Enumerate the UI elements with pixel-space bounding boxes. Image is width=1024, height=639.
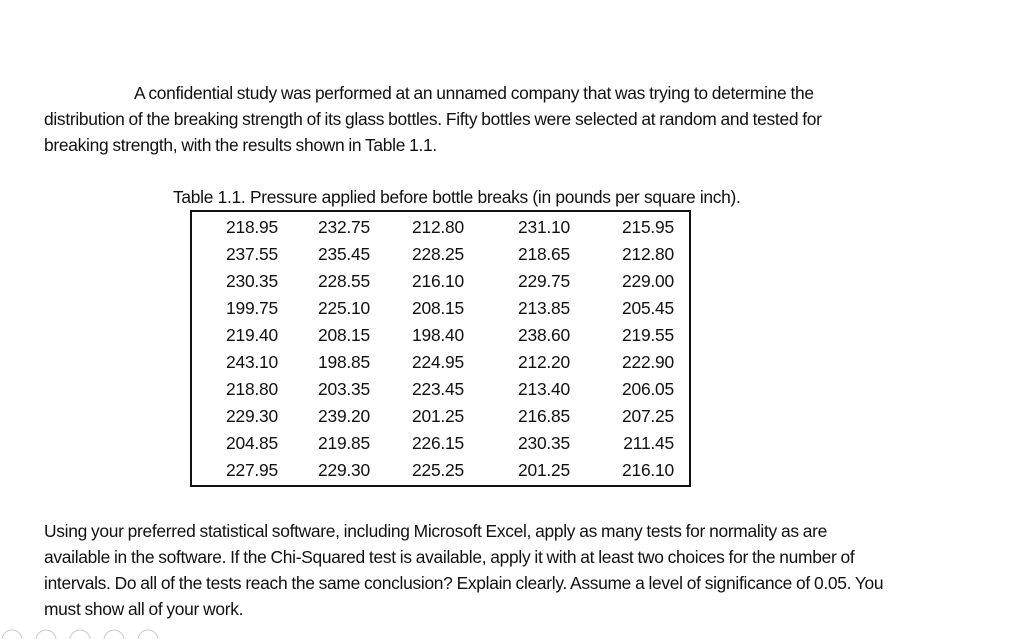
table-cell: 198.85 (318, 352, 370, 372)
table-cell: 226.15 (412, 433, 464, 453)
table-cell: 211.45 (623, 433, 674, 453)
table-cell: 218.95 (226, 217, 278, 237)
table-cell: 228.55 (318, 271, 370, 291)
table-row: 237.55 235.45 228.25 218.65 212.80 (192, 241, 689, 268)
table-cell: 237.55 (226, 244, 278, 264)
table-row: 218.80 203.35 223.45 213.40 206.05 (192, 376, 689, 403)
bottom-edge-decoration (1, 629, 159, 639)
table-cell: 231.10 (518, 217, 570, 237)
table-row: 199.75 225.10 208.15 213.85 205.45 (192, 295, 689, 322)
table-cell: 243.10 (226, 352, 278, 372)
table-cell: 219.40 (226, 325, 278, 345)
table-cell: 201.25 (518, 460, 570, 480)
data-table: 218.95 232.75 212.80 231.10 215.95 237.5… (190, 210, 691, 487)
table-cell: 239.20 (318, 406, 370, 426)
table-cell: 229.30 (318, 460, 370, 480)
table-cell: 212.80 (622, 244, 674, 264)
table-cell: 207.25 (622, 406, 674, 426)
table-cell: 225.25 (412, 460, 464, 480)
table-row: 230.35 228.55 216.10 229.75 229.00 (192, 268, 689, 295)
table-cell: 232.75 (318, 217, 370, 237)
table-cell: 212.20 (518, 352, 570, 372)
table-cell: 199.75 (226, 298, 278, 318)
table-caption: Table 1.1. Pressure applied before bottl… (173, 187, 741, 207)
table-cell: 216.10 (412, 271, 464, 291)
intro-paragraph: A confidential study was performed at an… (44, 83, 822, 155)
table-row: 243.10 198.85 224.95 212.20 222.90 (192, 349, 689, 376)
table-cell: 229.00 (622, 271, 674, 291)
table-cell: 225.10 (318, 298, 370, 318)
table-cell: 208.15 (318, 325, 370, 345)
table-cell: 216.85 (518, 406, 570, 426)
table-cell: 208.15 (412, 298, 464, 318)
table-cell: 228.25 (412, 244, 464, 264)
table-cell: 235.45 (318, 244, 370, 264)
table-cell: 229.30 (226, 406, 278, 426)
table-cell: 230.35 (226, 271, 278, 291)
table-cell: 218.80 (226, 379, 278, 399)
table-row: 219.40 208.15 198.40 238.60 219.55 (192, 322, 689, 349)
table-cell: 201.25 (412, 406, 464, 426)
table-cell: 224.95 (412, 352, 464, 372)
table-row: 204.85 219.85 226.15 230.35 211.45 (192, 430, 689, 457)
table-row: 227.95 229.30 225.25 201.25 216.10 (192, 457, 689, 484)
table-cell: 213.85 (518, 298, 570, 318)
table-cell: 218.65 (518, 244, 570, 264)
table-cell: 229.75 (518, 271, 570, 291)
table-cell: 203.35 (318, 379, 370, 399)
table-cell: 213.40 (518, 379, 570, 399)
table-cell: 204.85 (226, 433, 278, 453)
table-row: 218.95 232.75 212.80 231.10 215.95 (192, 214, 689, 241)
table-cell: 216.10 (622, 460, 674, 480)
question-paragraph: Using your preferred statistical softwar… (44, 521, 884, 619)
table-cell: 227.95 (226, 460, 278, 480)
table-cell: 223.45 (412, 379, 464, 399)
table-cell: 219.85 (318, 433, 370, 453)
table-cell: 205.45 (622, 298, 674, 318)
table-cell: 198.40 (412, 325, 464, 345)
table-cell: 222.90 (622, 352, 674, 372)
table-cell: 230.35 (518, 433, 570, 453)
table-cell: 219.55 (622, 325, 674, 345)
table-row: 229.30 239.20 201.25 216.85 207.25 (192, 403, 689, 430)
table-cell: 238.60 (518, 325, 570, 345)
table-cell: 212.80 (412, 217, 464, 237)
table-cell: 215.95 (622, 217, 674, 237)
table-cell: 206.05 (622, 379, 674, 399)
